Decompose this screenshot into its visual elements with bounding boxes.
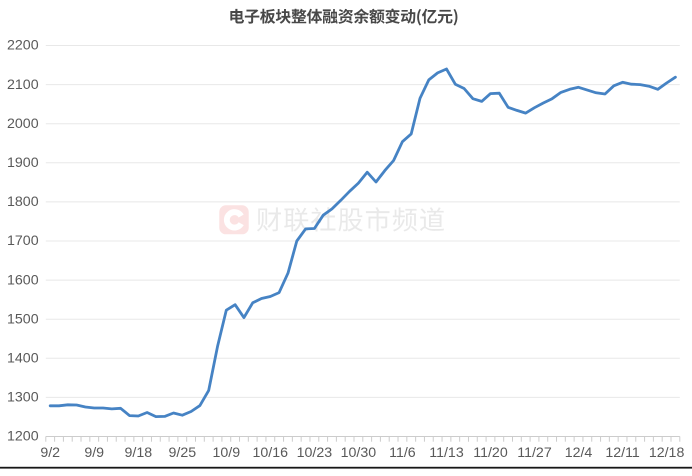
svg-text:12/11: 12/11 [605,445,640,461]
svg-text:1700: 1700 [7,233,39,249]
svg-text:1300: 1300 [7,390,39,406]
svg-text:2200: 2200 [7,38,39,54]
svg-text:1800: 1800 [7,194,39,210]
svg-text:10/30: 10/30 [341,445,377,461]
svg-text:10/16: 10/16 [253,445,289,461]
svg-text:9/25: 9/25 [168,445,196,461]
svg-text:12/18: 12/18 [649,445,685,461]
svg-text:10/23: 10/23 [297,445,333,461]
svg-text:11/6: 11/6 [389,445,416,461]
svg-text:11/13: 11/13 [429,445,464,461]
svg-text:1900: 1900 [7,155,39,171]
svg-text:1200: 1200 [7,429,39,445]
svg-text:1500: 1500 [7,311,39,327]
svg-text:10/9: 10/9 [212,445,240,461]
svg-text:1600: 1600 [7,272,39,288]
svg-text:11/20: 11/20 [473,445,508,461]
svg-text:9/9: 9/9 [84,445,104,461]
svg-text:2100: 2100 [7,77,39,93]
svg-text:2000: 2000 [7,116,39,132]
svg-text:1400: 1400 [7,351,39,367]
svg-text:11/27: 11/27 [517,445,552,461]
svg-text:12/4: 12/4 [565,445,593,461]
svg-text:9/18: 9/18 [124,445,152,461]
svg-text:9/2: 9/2 [40,445,60,461]
